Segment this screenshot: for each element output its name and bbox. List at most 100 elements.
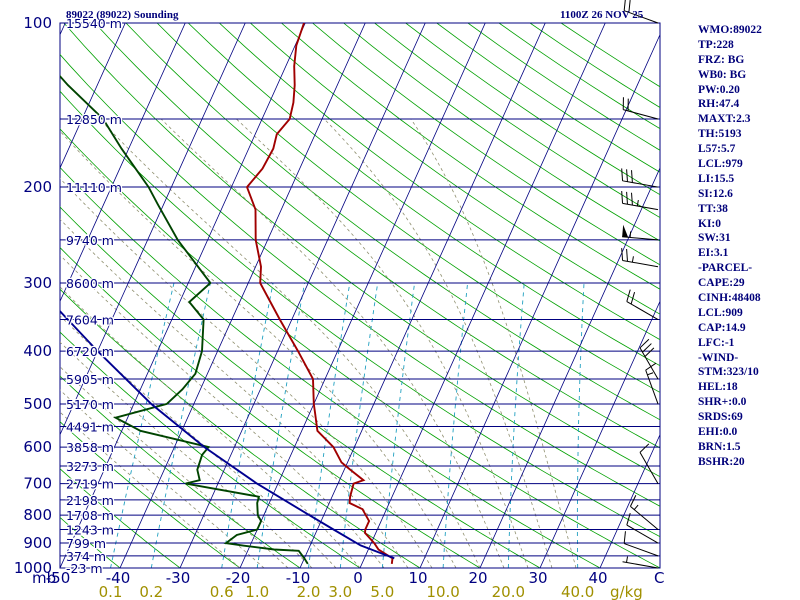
barb-full [626, 289, 631, 302]
barb-half [647, 372, 654, 376]
sounding-time: 1100Z 26 NOV 25 [560, 9, 644, 21]
moist-adiabat [60, 254, 385, 568]
param-11: SI:12.6 [698, 187, 733, 200]
moist-adiabat [160, 118, 505, 568]
moist-adiabat [60, 218, 409, 568]
height-label: -23 m [66, 561, 103, 576]
barb-staff [624, 543, 659, 557]
wind-barb [621, 248, 659, 268]
isotherm [599, 433, 660, 568]
barb-staff [622, 561, 659, 569]
barb-staff [630, 506, 659, 530]
barb-full [626, 248, 628, 262]
mixing-tick-2.0: 2.0 [297, 583, 321, 600]
barb-staff [626, 301, 659, 320]
param-8: L57:5.7 [698, 143, 736, 156]
param-21: LFC:-1 [698, 336, 735, 349]
barb-full [631, 192, 633, 206]
wind-barb [623, 0, 659, 24]
isotherm [179, 23, 426, 568]
temperature-trace [245, 23, 394, 565]
moist-adiabat [60, 130, 457, 568]
barb-half [636, 199, 639, 207]
height-label: 2719 m [66, 477, 114, 492]
isotherm [60, 23, 306, 568]
barb-staff [626, 524, 659, 544]
param-18: CINH:48408 [698, 292, 761, 305]
barb-full [630, 291, 636, 305]
isotherm [119, 23, 366, 568]
pressure-tick-600: 600 [23, 438, 52, 456]
mixing-ratio-line [339, 282, 379, 568]
mixing-tick-40.0: 40.0 [561, 583, 594, 600]
barb-staff [639, 347, 659, 380]
axis-unit-c: C [654, 569, 664, 587]
isotherm [60, 23, 126, 169]
param-12: TT:38 [698, 202, 728, 215]
pressure-tick-100: 100 [23, 14, 52, 32]
mixing-ratio-line [150, 282, 211, 568]
isotherm [239, 23, 486, 568]
isotherm [60, 23, 186, 303]
height-label: 374 m [66, 549, 106, 564]
mixing-tick-0.1: 0.1 [99, 583, 123, 600]
barb-full [644, 347, 655, 357]
moist-adiabat [60, 177, 433, 568]
param-27: EHI:0.0 [698, 426, 738, 439]
wind-barb [629, 495, 659, 530]
height-label: 15540 m [66, 16, 122, 31]
barb-full [626, 169, 628, 182]
wind-barb [623, 531, 659, 557]
param-3: WB0: BG [698, 68, 747, 81]
barb-full [631, 170, 633, 183]
pressure-tick-900: 900 [23, 534, 52, 552]
pressure-tick-1000: 1000 [14, 559, 52, 577]
mixing-tick-5.0: 5.0 [370, 583, 394, 600]
mixing-unit: g/kg [610, 583, 643, 600]
param-5: RH:47.4 [698, 98, 740, 111]
height-label: 3273 m [66, 459, 114, 474]
mixing-tick-20.0: 20.0 [492, 583, 525, 600]
temp-tick--50: -50 [46, 569, 71, 587]
param-17: CAPE:29 [698, 277, 745, 290]
param-10: LI:15.5 [698, 172, 735, 185]
barb-full [639, 338, 650, 349]
param-15: EI:3.1 [698, 247, 729, 260]
param-16: -PARCEL- [698, 262, 753, 275]
moist-adiabat [60, 315, 337, 568]
temp-tick--10: -10 [286, 569, 311, 587]
temp-tick--40: -40 [106, 569, 131, 587]
wind-barb [621, 190, 659, 211]
isotherms [60, 23, 660, 568]
height-label: 1708 m [66, 508, 114, 523]
barb-staff [622, 202, 659, 211]
barb-staff [622, 259, 659, 268]
wind-barb [645, 362, 659, 405]
isotherm [299, 23, 546, 568]
pressure-tick-400: 400 [23, 342, 52, 360]
height-label: 9740 m [66, 233, 114, 248]
barb-full [621, 190, 624, 204]
barb-full [621, 168, 624, 181]
barb-full [623, 0, 626, 11]
height-label: 12850 m [66, 112, 122, 127]
mixing-ratio-line [308, 282, 351, 568]
pressure-tick-300: 300 [23, 274, 52, 292]
isotherm [60, 23, 246, 436]
barb-flag [622, 224, 629, 238]
height-label: 6720 m [66, 344, 114, 359]
wind-barb [622, 556, 659, 569]
height-label: 4491 m [66, 419, 114, 434]
param-26: SRDS:69 [698, 411, 743, 424]
mixing-tick-1.0: 1.0 [245, 583, 269, 600]
wind-barb [621, 168, 659, 188]
sounding-traces [60, 23, 395, 565]
temp-tick--20: -20 [226, 569, 251, 587]
param-9: LCL:979 [698, 158, 743, 171]
wind-barbs [621, 0, 659, 569]
height-label: 799 m [66, 536, 106, 551]
wind-barb [622, 224, 659, 241]
moist-adiabat [60, 411, 241, 568]
